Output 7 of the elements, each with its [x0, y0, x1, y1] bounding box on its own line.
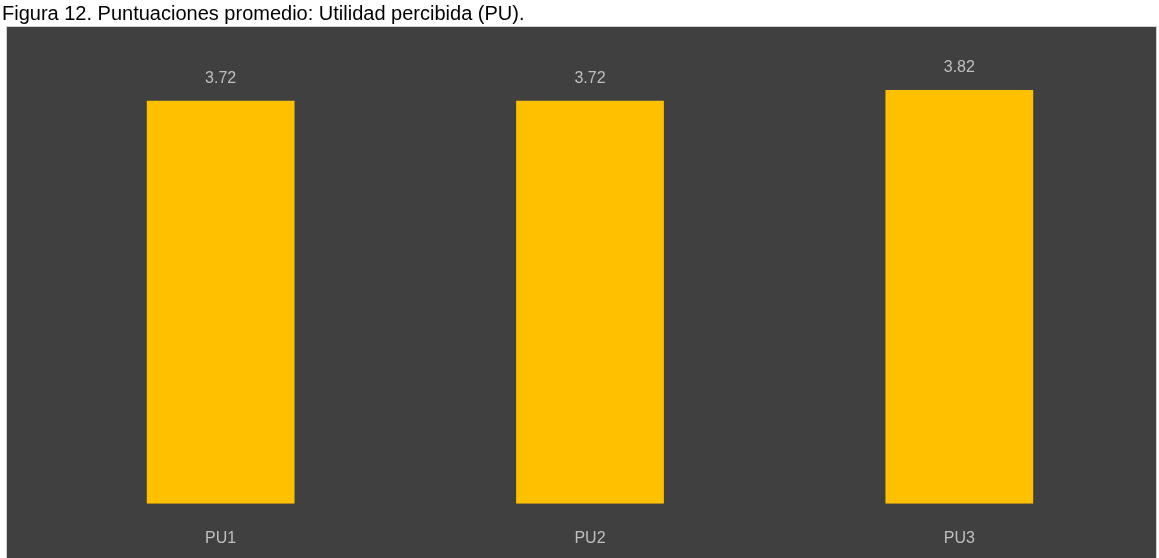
data-label: 3.72: [574, 69, 606, 87]
chart-title: Figura 12. Puntuaciones promedio: Utilidad percibida (PU).: [2, 2, 525, 24]
data-label: 3.82: [943, 58, 976, 76]
data-label: 3.72: [205, 69, 237, 87]
x-tick-label: PU2: [574, 528, 606, 546]
x-tick-label: PU1: [205, 528, 237, 546]
x-tick-label: PU3: [943, 528, 975, 546]
